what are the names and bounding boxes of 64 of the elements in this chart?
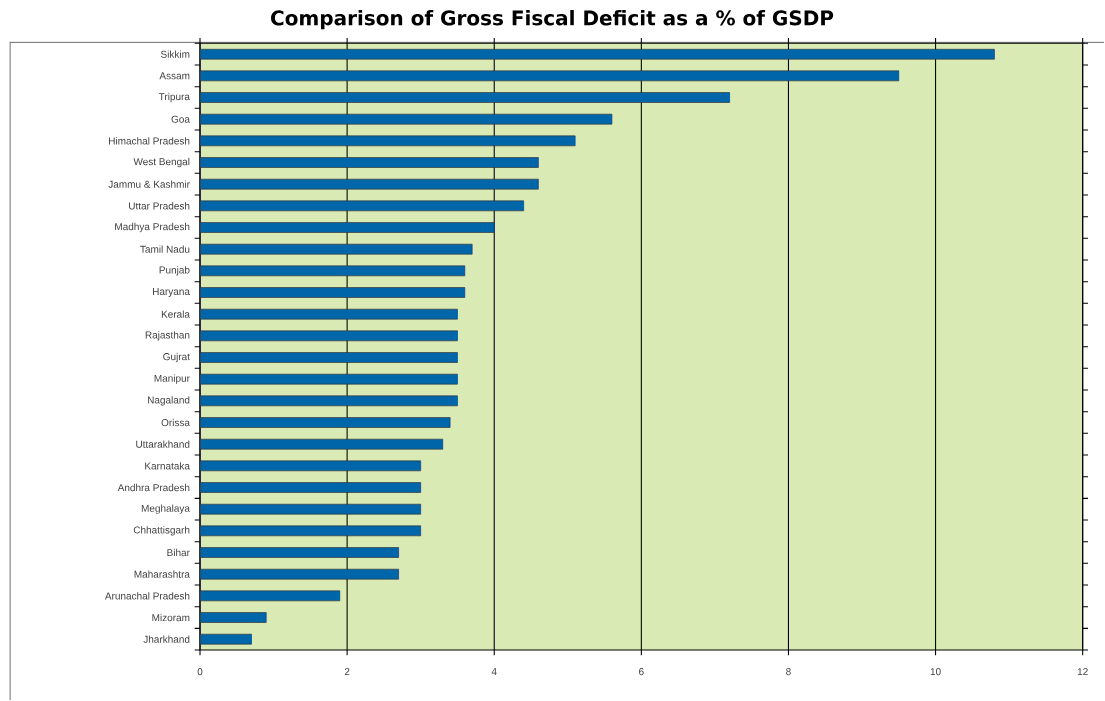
bar [200,373,458,385]
bar [200,482,422,493]
chart-title: Comparison of Gross Fiscal Deficit as a % of GSDP [271,10,834,30]
bar [200,547,399,558]
bar [200,308,458,320]
y-tick-label: Himachal Pradesh [109,137,190,145]
x-tick-label: 12 [1077,668,1088,676]
y-tick-label: Rajasthan [145,331,190,341]
y-tick-label: Punjab [159,266,190,276]
y-tick-label: Nagaland [147,396,190,406]
bar [200,92,730,103]
y-tick-label: Gujrat [163,352,190,363]
bar [200,395,458,407]
y-tick-label: Andhra Pradesh [117,483,190,492]
x-tick-label: 0 [197,668,203,676]
y-tick-label: Assam [159,72,190,80]
bar [200,113,613,125]
y-tick-label: Chhattisgarh [133,526,190,536]
bar [200,222,495,233]
bar [200,265,466,277]
bar [200,503,422,515]
y-tick-label: Orissa [161,418,190,427]
bar [200,200,524,212]
y-tick-label: Tamil Nadu [140,245,190,253]
y-tick-label: Sikkim [160,50,190,58]
bar [200,48,995,60]
y-tick-label: Meghalaya [141,504,190,514]
y-tick-label: Jharkhand [143,635,190,643]
y-tick-label: Tripura [158,92,190,103]
x-tick-label: 4 [491,668,497,675]
y-tick-label: West Bengal [133,157,190,168]
bar [200,612,267,623]
y-tick-label: Arunachal Pradesh [104,592,190,600]
bar [200,178,539,190]
y-tick-label: Karnataka [145,462,190,470]
bar [200,330,458,342]
bar [200,135,576,147]
bar [200,568,399,580]
bar [200,243,473,255]
y-tick-label: Mizoram [152,613,190,622]
x-tick-label: 10 [930,668,941,676]
bar [200,157,539,168]
bar [200,70,900,82]
bar [200,438,444,450]
y-tick-label: Goa [171,115,190,123]
x-tick-label: 6 [639,668,644,676]
bar [200,352,458,363]
x-tick-label: 2 [344,668,350,676]
y-tick-label: Haryana [152,288,190,297]
y-tick-label: Manipur [154,374,190,384]
x-tick-label: 8 [786,668,791,676]
bar [200,417,451,428]
y-tick-label: Madhya Pradesh [115,222,190,233]
bar [200,287,466,298]
y-tick-label: Jammu & Kashmir [108,180,190,188]
y-tick-label: Maharashtra [134,570,190,578]
y-tick-label: Uttarakhand [136,440,190,448]
bar [200,525,422,537]
bar [200,590,341,602]
bar [200,460,422,472]
y-tick-label: Bihar [167,548,190,557]
y-tick-label: Uttar Pradesh [129,202,190,210]
bar [200,633,252,645]
y-tick-label: Kerala [161,310,190,318]
